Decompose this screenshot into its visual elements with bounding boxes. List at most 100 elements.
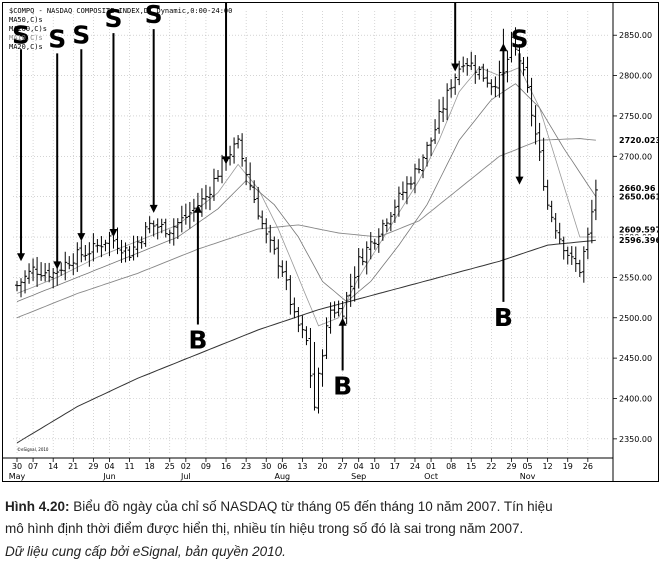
price-bar xyxy=(384,218,389,232)
price-bar xyxy=(23,270,28,294)
x-tick-label: 21 xyxy=(68,462,78,471)
price-bar xyxy=(368,232,373,260)
caption-text-1: Biểu đồ ngày của chỉ số NASDAQ từ tháng … xyxy=(69,499,553,514)
last-value-label: 2596.39665 xyxy=(619,236,658,245)
price-bar xyxy=(99,236,104,258)
x-tick-label: 08 xyxy=(446,462,456,471)
x-tick-label: 22 xyxy=(486,462,496,471)
price-bar xyxy=(131,235,136,261)
price-bar xyxy=(27,263,32,284)
x-tick-label: 11 xyxy=(124,462,134,471)
x-axis: 30 07 14 21 29 04 11 18 25 02 09 16 23 30 06 13 20 27 04 10… xyxy=(9,458,593,481)
month-label: Oct xyxy=(424,472,438,481)
price-bar xyxy=(216,170,220,182)
chart-frame: SSSSSSBBBSS 2350.002400.002450.002500.00… xyxy=(2,2,659,482)
price-bar xyxy=(143,222,148,247)
signal-arrow-head xyxy=(149,204,158,213)
price-bar xyxy=(352,266,357,302)
ma200-line xyxy=(16,239,596,444)
price-bar xyxy=(348,273,353,307)
price-bar xyxy=(292,297,297,319)
value-box xyxy=(614,224,656,234)
price-bar xyxy=(55,268,60,286)
buy-signal: B xyxy=(494,43,513,332)
x-tick-label: 27 xyxy=(338,462,348,471)
price-bar xyxy=(392,199,397,223)
price-bar xyxy=(493,76,498,97)
price-bar xyxy=(404,176,409,205)
price-bar xyxy=(421,154,426,179)
x-tick-label: 29 xyxy=(88,462,98,471)
price-bar xyxy=(577,259,582,278)
price-bar xyxy=(477,66,482,80)
price-bar xyxy=(179,205,184,233)
price-bar xyxy=(465,58,470,76)
last-value-label: 2650.061 xyxy=(619,193,658,202)
signal-arrow-head xyxy=(222,156,231,165)
price-bar xyxy=(248,162,253,191)
price-bar xyxy=(155,218,160,240)
price-bar xyxy=(533,105,538,145)
price-bar xyxy=(95,239,100,253)
x-tick-label: 17 xyxy=(390,462,400,471)
price-bar xyxy=(71,253,76,276)
price-bar xyxy=(240,133,245,167)
price-bar xyxy=(63,251,68,281)
price-bar xyxy=(457,60,462,86)
x-tick-label: 18 xyxy=(145,462,155,471)
sell-label: S xyxy=(72,20,90,49)
sell-signal: S xyxy=(451,3,460,72)
price-bar xyxy=(561,236,566,260)
chart-title: $COMPQ - NASDAQ COMPOSITE INDEX,D) Dynam… xyxy=(9,7,233,15)
price-bar xyxy=(316,367,321,414)
sell-label: S xyxy=(510,24,528,53)
grid xyxy=(13,11,608,455)
x-tick-label: 04 xyxy=(104,462,114,471)
signal-arrow-head xyxy=(193,204,202,213)
x-tick-label: 20 xyxy=(317,462,327,471)
signal-arrow-head xyxy=(109,229,118,238)
sell-label: S xyxy=(145,3,163,29)
price-bar xyxy=(481,63,486,82)
price-bar xyxy=(360,248,365,266)
price-bar xyxy=(228,145,233,166)
price-bar xyxy=(429,137,434,156)
value-box xyxy=(614,135,656,145)
price-bar xyxy=(513,27,518,56)
price-bar xyxy=(324,317,329,360)
sell-signal: S xyxy=(72,20,90,242)
price-bar xyxy=(236,135,241,149)
signal-arrow-head xyxy=(77,233,86,242)
price-bar xyxy=(119,239,124,263)
value-box xyxy=(614,235,656,245)
price-bar xyxy=(19,278,24,298)
price-bar xyxy=(340,300,345,320)
price-bar xyxy=(400,181,405,201)
price-bar xyxy=(425,141,430,167)
price-bar xyxy=(553,213,558,239)
price-bar xyxy=(51,268,56,289)
sell-signal: S xyxy=(104,4,122,238)
price-bar xyxy=(412,163,417,194)
month-label: Jul xyxy=(180,472,191,481)
price-bar xyxy=(296,307,301,333)
price-bar xyxy=(15,280,19,292)
x-tick-label: 13 xyxy=(297,462,307,471)
y-tick-label: 2400.00 xyxy=(619,394,652,403)
price-bar xyxy=(79,240,84,263)
price-bar xyxy=(461,56,466,73)
price-bar xyxy=(171,218,176,246)
price-bar xyxy=(35,256,40,287)
month-label: Aug xyxy=(275,472,291,481)
x-tick-label: 16 xyxy=(221,462,231,471)
price-bar xyxy=(167,229,172,244)
caption-line-2: mô hình định thời điểm được hiển thị, nh… xyxy=(5,521,524,536)
x-tick-label: 09 xyxy=(201,462,211,471)
legend-ma50: MA50,C)s xyxy=(9,16,43,24)
price-bar xyxy=(276,239,281,279)
x-tick-label: 06 xyxy=(277,462,287,471)
x-tick-label: 01 xyxy=(426,462,436,471)
price-bar xyxy=(207,186,212,211)
x-tick-label: 30 xyxy=(12,462,22,471)
price-bar xyxy=(139,236,144,249)
